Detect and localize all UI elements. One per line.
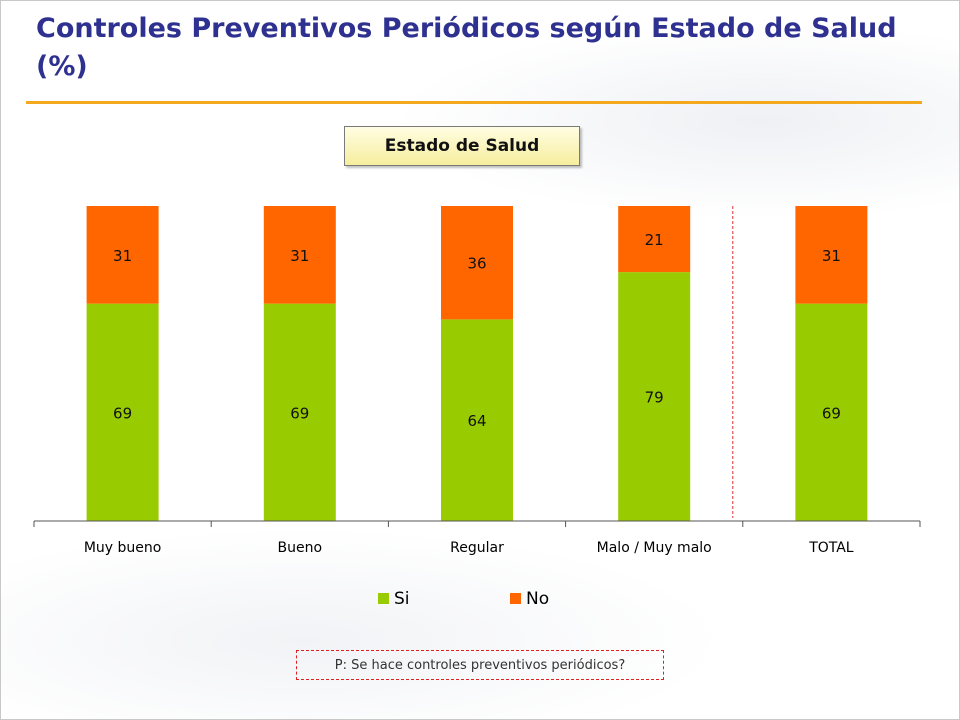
page-title: Controles Preventivos Periódicos según E… <box>36 13 897 82</box>
data-label-si-3: 64 <box>467 412 486 430</box>
x-tick-label-2: Bueno <box>278 540 323 556</box>
bar-si-1 <box>86 303 159 521</box>
data-label-no-4: 21 <box>645 231 664 249</box>
question-note: P: Se hace controles preventivos periódi… <box>296 650 664 680</box>
bar-no-4 <box>618 206 691 273</box>
bar-si-4 <box>618 272 691 521</box>
data-label-si-1: 69 <box>113 404 132 422</box>
legend-swatch-si <box>378 593 389 604</box>
bar-no-5 <box>795 206 868 304</box>
title-divider <box>26 101 922 104</box>
x-tick-label-5: TOTAL <box>808 540 854 556</box>
legend-label-si: Si <box>394 589 410 609</box>
bar-no-1 <box>86 206 159 304</box>
data-label-no-2: 31 <box>290 247 309 265</box>
bar-si-5 <box>795 303 868 521</box>
legend-swatch-no <box>510 593 521 604</box>
x-tick-label-4: Malo / Muy malo <box>597 540 712 556</box>
bar-no-2 <box>263 206 336 304</box>
data-label-no-1: 31 <box>113 247 132 265</box>
bar-no-3 <box>441 206 513 320</box>
data-label-no-5: 31 <box>822 247 841 265</box>
bar-si-3 <box>441 319 513 521</box>
legend-label-no: No <box>526 589 549 609</box>
group-label-box: Estado de Salud <box>344 126 580 166</box>
data-label-si-4: 79 <box>645 389 664 407</box>
data-label-si-5: 69 <box>822 404 841 422</box>
question-note-text: P: Se hace controles preventivos periódi… <box>334 657 626 673</box>
data-label-si-2: 69 <box>290 404 309 422</box>
x-tick-label-1: Muy bueno <box>84 540 162 556</box>
bar-si-2 <box>263 303 336 521</box>
x-tick-label-3: Regular <box>450 540 504 556</box>
data-label-no-3: 36 <box>467 255 486 273</box>
group-label: Estado de Salud <box>384 136 540 156</box>
